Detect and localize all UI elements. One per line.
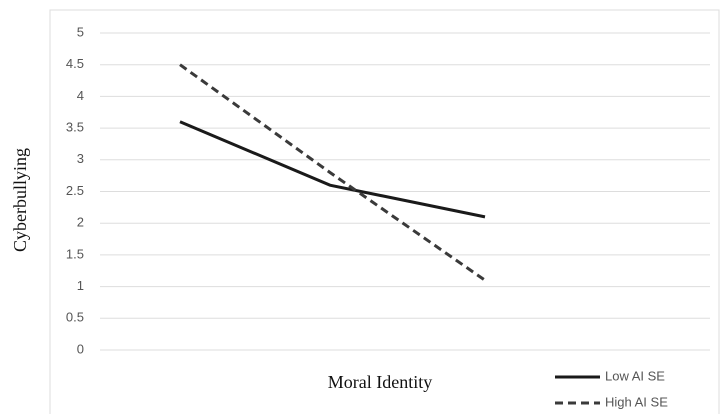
y-tick-label: 2.5 [66,183,84,198]
y-tick-label: 4.5 [66,56,84,71]
y-tick-label: 5 [77,24,84,39]
y-tick-label: 2 [77,215,84,230]
y-tick-label: 1 [77,278,84,293]
legend-label: High AI SE [605,394,668,409]
y-tick-label: 3.5 [66,120,84,135]
y-tick-label: 3 [77,151,84,166]
y-tick-label: 1.5 [66,246,84,261]
y-tick-label: 0.5 [66,310,84,325]
y-tick-label: 0 [77,341,84,356]
legend-label: Low AI SE [605,368,665,383]
chart: Cyberbullying Moral Identity 0 0.5 1 1.5 2 2.… [0,0,720,414]
y-axis-title: Cyberbullying [10,148,30,252]
x-axis-title: Moral Identity [328,372,432,392]
y-tick-label: 4 [77,88,84,103]
